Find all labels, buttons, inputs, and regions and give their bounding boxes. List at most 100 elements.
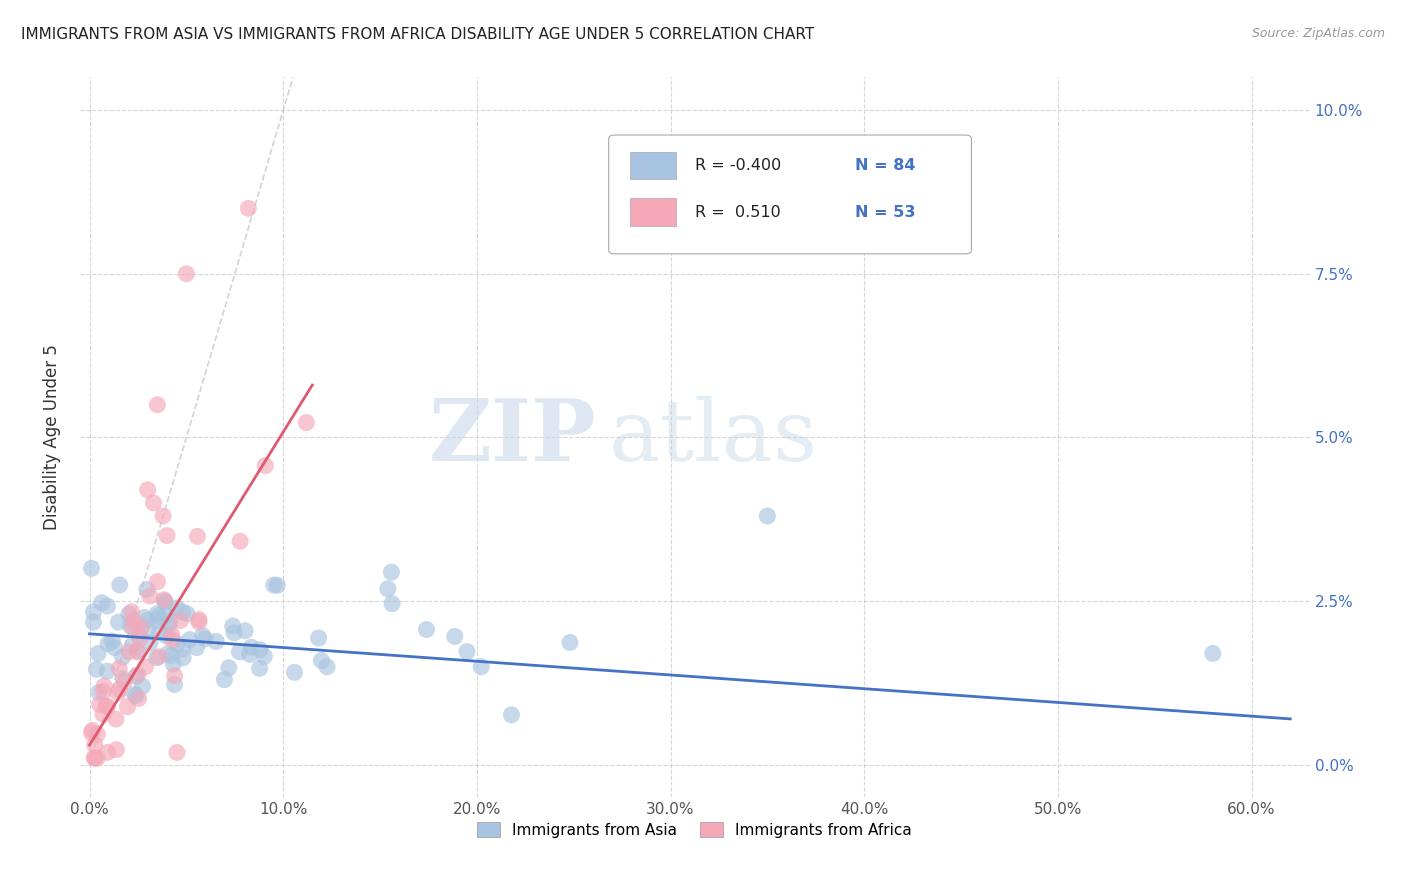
Legend: Immigrants from Asia, Immigrants from Africa: Immigrants from Asia, Immigrants from Af… <box>471 815 918 844</box>
Point <box>229 534 252 549</box>
Point <box>117 699 139 714</box>
Point <box>128 632 150 646</box>
Point <box>169 614 191 628</box>
Point <box>194 632 217 646</box>
Bar <box>630 198 676 226</box>
Point <box>142 496 165 510</box>
Point <box>172 605 194 619</box>
Point <box>122 621 145 635</box>
Point <box>266 578 288 592</box>
Point <box>84 751 107 765</box>
Point <box>121 605 143 619</box>
Point <box>87 647 110 661</box>
Point <box>108 661 131 675</box>
Point <box>122 613 145 627</box>
Point <box>176 267 198 281</box>
Point <box>82 615 104 629</box>
Point <box>153 592 176 607</box>
Point <box>163 669 186 683</box>
Point <box>108 682 131 697</box>
Point <box>145 650 167 665</box>
Point <box>96 699 118 714</box>
Point <box>104 640 127 655</box>
Point <box>253 649 276 664</box>
Point <box>129 620 152 634</box>
Point <box>263 578 285 592</box>
Point <box>160 648 183 663</box>
Point <box>308 631 330 645</box>
Point <box>146 574 169 589</box>
Point <box>80 561 103 575</box>
Point <box>94 698 117 713</box>
Point <box>108 578 131 592</box>
Point <box>96 665 118 679</box>
Point <box>415 623 437 637</box>
Point <box>146 614 169 628</box>
Point <box>83 738 105 752</box>
Point <box>118 645 141 659</box>
Point <box>148 608 170 623</box>
Point <box>89 698 111 712</box>
Point <box>558 635 581 649</box>
Point <box>238 648 260 662</box>
Point <box>120 618 142 632</box>
Text: atlas: atlas <box>609 396 818 479</box>
Point <box>316 659 339 673</box>
Point <box>90 596 112 610</box>
Bar <box>630 152 676 179</box>
Point <box>146 607 169 621</box>
Text: R =  0.510: R = 0.510 <box>695 204 780 219</box>
Point <box>238 202 260 216</box>
Point <box>160 628 183 642</box>
Point <box>163 677 186 691</box>
FancyBboxPatch shape <box>609 135 972 254</box>
Point <box>139 589 162 603</box>
Point <box>179 632 201 647</box>
Point <box>224 625 246 640</box>
Point <box>380 565 402 579</box>
Point <box>97 637 120 651</box>
Point <box>501 707 523 722</box>
Point <box>83 751 105 765</box>
Point <box>107 686 129 700</box>
Point <box>86 662 108 676</box>
Point <box>221 619 243 633</box>
Point <box>470 659 492 673</box>
Point <box>1202 647 1225 661</box>
Point <box>80 725 103 739</box>
Point <box>146 398 169 412</box>
Text: IMMIGRANTS FROM ASIA VS IMMIGRANTS FROM AFRICA DISABILITY AGE UNDER 5 CORRELATIO: IMMIGRANTS FROM ASIA VS IMMIGRANTS FROM … <box>21 27 814 42</box>
Point <box>101 634 124 648</box>
Point <box>112 674 135 689</box>
Point <box>86 751 108 765</box>
Point <box>443 629 465 643</box>
Point <box>112 672 135 686</box>
Point <box>128 628 150 642</box>
Point <box>96 599 118 613</box>
Point <box>125 644 148 658</box>
Point <box>105 742 128 756</box>
Point <box>155 595 177 609</box>
Point <box>233 624 256 638</box>
Point <box>121 638 143 652</box>
Text: ZIP: ZIP <box>429 395 596 479</box>
Point <box>93 679 115 693</box>
Point <box>172 650 194 665</box>
Point <box>91 707 114 722</box>
Point <box>86 727 108 741</box>
Point <box>82 723 104 738</box>
Point <box>127 667 149 681</box>
Point <box>249 642 271 657</box>
Point <box>377 582 399 596</box>
Point <box>156 528 179 542</box>
Point <box>136 613 159 627</box>
Point <box>283 665 305 680</box>
Point <box>118 607 141 621</box>
Point <box>156 647 179 661</box>
Point <box>131 679 153 693</box>
Point <box>139 635 162 649</box>
Point <box>127 645 149 659</box>
Point <box>125 669 148 683</box>
Text: Source: ZipAtlas.com: Source: ZipAtlas.com <box>1251 27 1385 40</box>
Point <box>107 615 129 629</box>
